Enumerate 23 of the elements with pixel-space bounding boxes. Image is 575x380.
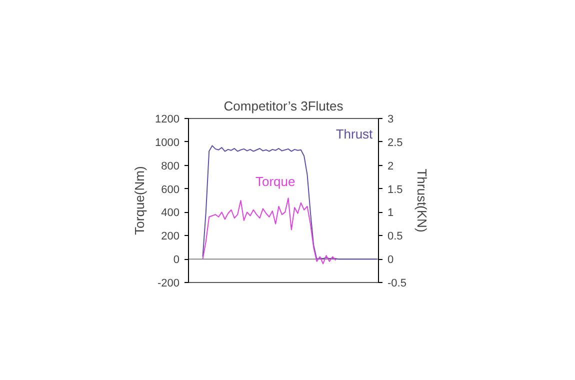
y2-tick-label: 1 [388, 207, 394, 220]
line-series [202, 198, 336, 264]
y2-tick-label: 2.5 [388, 136, 403, 149]
y2-axis-title: Thrust(KN) [414, 168, 430, 232]
y-tick-label: 400 [161, 207, 180, 220]
y-axis-title: Torque(Nm) [132, 166, 148, 235]
line-series [202, 145, 378, 260]
y2-tick-label: 0.5 [388, 230, 403, 243]
y2-tick-label: 3 [388, 114, 394, 126]
y-tick-label: 1200 [155, 114, 180, 126]
y2-tick-label: -0.5 [388, 278, 406, 290]
y2-tick-label: 0 [388, 254, 394, 266]
y-tick-label: 200 [161, 230, 180, 243]
y2-tick-label: 1.5 [388, 184, 403, 196]
y-tick-label: 1000 [155, 136, 180, 149]
y-tick-label: 0 [173, 254, 180, 266]
y2-tick-label: 2 [388, 160, 394, 172]
y-tick-label: -200 [157, 278, 180, 290]
series-label: Torque [255, 174, 296, 190]
chart-title: Competitor’s 3Flutes [224, 98, 344, 114]
y-tick-label: 600 [161, 184, 180, 196]
text: Thrust [336, 126, 374, 142]
y-tick-label: 800 [161, 160, 180, 172]
